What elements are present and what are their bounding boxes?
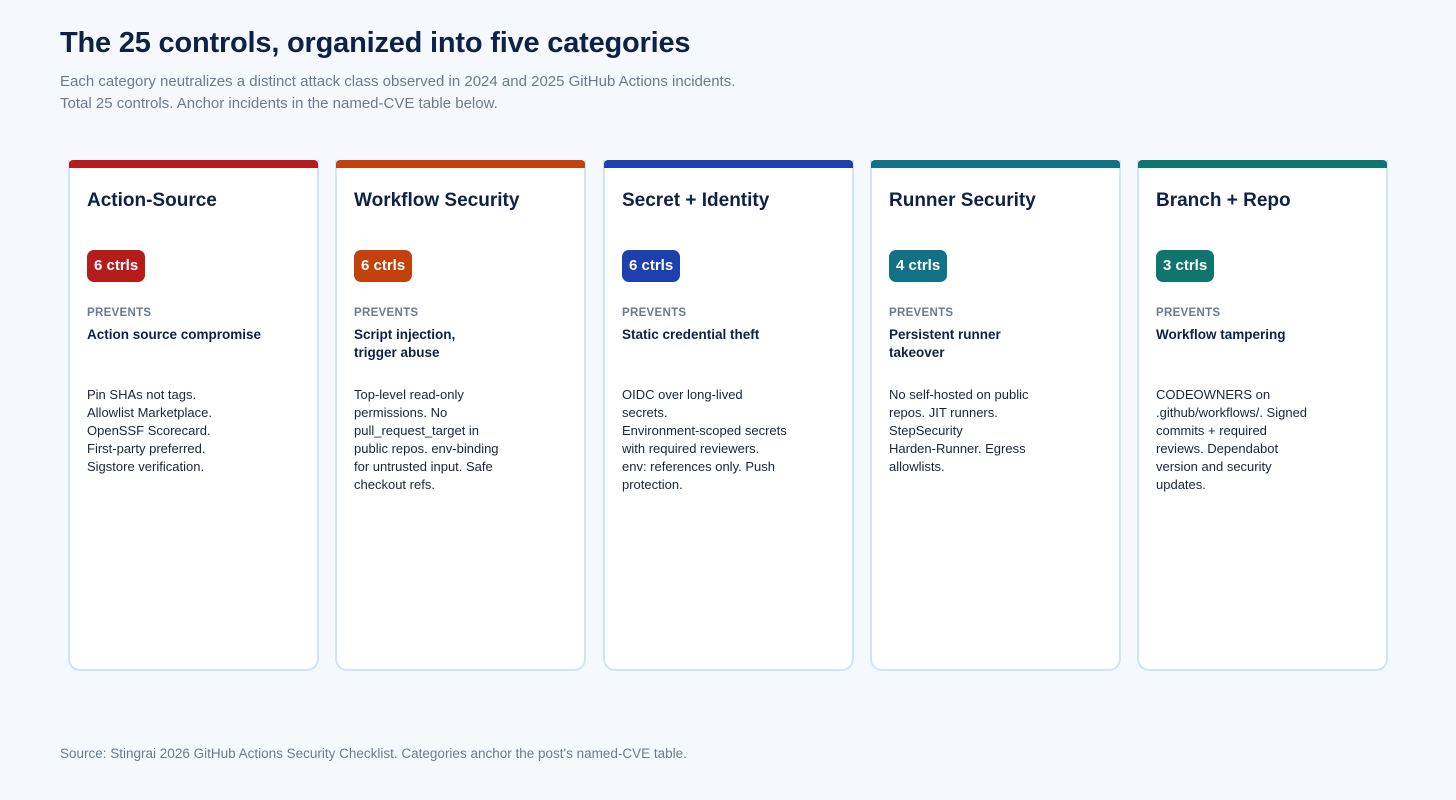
controls-line: OpenSSF Scorecard. — [87, 423, 211, 438]
control-count-badge: 4 ctrls — [889, 250, 948, 282]
controls-line: version and security — [1156, 459, 1272, 474]
controls-line: .github/workflows/. Signed — [1156, 405, 1308, 420]
controls-line: Sigstore verification. — [87, 459, 205, 474]
controls-line: allowlists. — [889, 459, 945, 474]
controls-description: OIDC over long-lived secrets. Environmen… — [622, 386, 787, 494]
prevents-label: PREVENTS — [622, 307, 687, 319]
controls-line: pull_request_target in — [354, 423, 480, 438]
control-count-badge: 6 ctrls — [354, 250, 413, 282]
controls-description: Top-level read-only permissions. No pull… — [354, 386, 499, 494]
controls-line: with required reviewers. — [622, 441, 760, 456]
controls-line: Environment-scoped secrets — [622, 423, 787, 438]
prevents-text: Persistent runner takeover — [889, 326, 1001, 362]
controls-line: protection. — [622, 477, 683, 492]
prevents-line: Action source compromise — [87, 327, 262, 342]
category-color-bar — [604, 160, 853, 168]
controls-line: updates. — [1156, 477, 1206, 492]
controls-line: StepSecurity — [889, 423, 963, 438]
control-count-badge: 6 ctrls — [622, 250, 681, 282]
controls-line: Harden-Runner. Egress — [889, 441, 1026, 456]
category-title: Runner Security — [889, 190, 1036, 211]
prevents-label: PREVENTS — [1156, 307, 1221, 319]
prevents-text: Action source compromise — [87, 326, 261, 344]
controls-line: secrets. — [622, 405, 668, 420]
category-cards: Action-Source 6 ctrls PREVENTS Action so… — [68, 160, 1388, 671]
category-color-bar — [871, 160, 1120, 168]
category-title: Workflow Security — [354, 190, 520, 211]
controls-line: reviews. Dependabot — [1156, 441, 1279, 456]
prevents-text: Static credential theft — [622, 326, 759, 344]
controls-line: permissions. No — [354, 405, 448, 420]
controls-line: Pin SHAs not tags. — [87, 387, 197, 402]
category-color-bar — [336, 160, 585, 168]
prevents-line: Static credential theft — [622, 327, 760, 342]
category-title: Branch + Repo — [1156, 190, 1291, 211]
prevents-line: takeover — [889, 345, 945, 360]
controls-line: No self-hosted on public — [889, 387, 1029, 402]
controls-line: env: references only. Push — [622, 459, 775, 474]
category-card-runner-security: Runner Security 4 ctrls PREVENTS Persist… — [870, 160, 1121, 671]
controls-line: Allowlist Marketplace. — [87, 405, 212, 420]
category-color-bar — [69, 160, 318, 168]
controls-line: OIDC over long-lived — [622, 387, 743, 402]
subtitle-line: Total 25 controls. Anchor incidents in t… — [60, 95, 498, 112]
controls-line: checkout refs. — [354, 477, 435, 492]
controls-line: public repos. env-binding — [354, 441, 499, 456]
prevents-text: Script injection, trigger abuse — [354, 326, 455, 362]
category-card-secret-identity: Secret + Identity 6 ctrls PREVENTS Stati… — [603, 160, 854, 671]
category-card-branch-repo: Branch + Repo 3 ctrls PREVENTS Workflow … — [1137, 160, 1388, 671]
controls-line: commits + required — [1156, 423, 1267, 438]
controls-line: for untrusted input. Safe — [354, 459, 493, 474]
control-count-badge: 3 ctrls — [1156, 250, 1215, 282]
category-title: Action-Source — [87, 190, 217, 211]
source-note: Source: Stingrai 2026 GitHub Actions Sec… — [60, 746, 687, 761]
prevents-line: Persistent runner — [889, 327, 1001, 342]
controls-line: repos. JIT runners. — [889, 405, 998, 420]
prevents-line: Script injection, — [354, 327, 456, 342]
category-color-bar — [1138, 160, 1387, 168]
prevents-label: PREVENTS — [87, 307, 152, 319]
page-title: The 25 controls, organized into five cat… — [60, 27, 691, 59]
control-count-badge: 6 ctrls — [87, 250, 146, 282]
category-card-workflow-security: Workflow Security 6 ctrls PREVENTS Scrip… — [335, 160, 586, 671]
controls-description: Pin SHAs not tags. Allowlist Marketplace… — [87, 386, 212, 476]
prevents-line: trigger abuse — [354, 345, 440, 360]
controls-description: No self-hosted on public repos. JIT runn… — [889, 386, 1028, 476]
subtitle: Each category neutralizes a distinct att… — [60, 71, 735, 115]
controls-line: Top-level read-only — [354, 387, 464, 402]
prevents-line: Workflow tampering — [1156, 327, 1286, 342]
category-title: Secret + Identity — [622, 190, 770, 211]
prevents-label: PREVENTS — [889, 307, 954, 319]
subtitle-line: Each category neutralizes a distinct att… — [60, 73, 736, 90]
controls-line: CODEOWNERS on — [1156, 387, 1271, 402]
category-card-action-source: Action-Source 6 ctrls PREVENTS Action so… — [68, 160, 319, 671]
prevents-text: Workflow tampering — [1156, 326, 1286, 344]
controls-line: First-party preferred. — [87, 441, 206, 456]
controls-description: CODEOWNERS on .github/workflows/. Signed… — [1156, 386, 1307, 494]
prevents-label: PREVENTS — [354, 307, 419, 319]
